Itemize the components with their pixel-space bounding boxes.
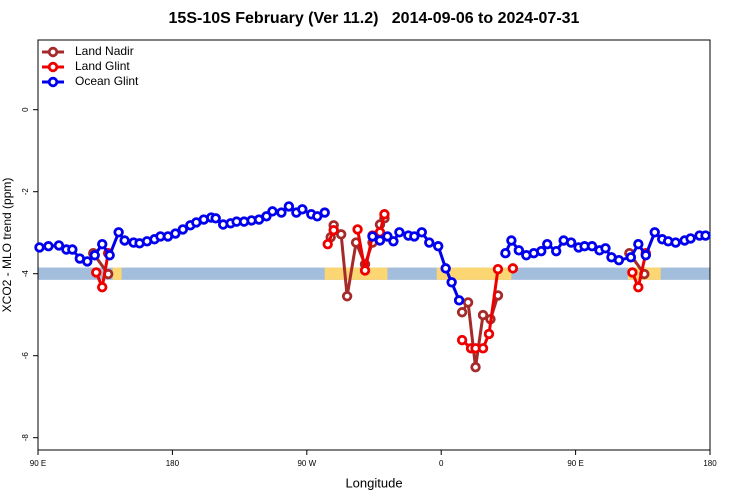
data-point [477, 343, 489, 354]
data-point [388, 236, 399, 247]
data-point [542, 238, 553, 250]
data-point [341, 291, 353, 302]
data-point [394, 227, 405, 238]
data-point [483, 328, 495, 340]
data-point [328, 225, 339, 236]
legend-marker [47, 76, 59, 88]
x-axis-label: Longitude [345, 475, 402, 490]
y-tick-label: -6 [21, 352, 30, 360]
land-band [436, 267, 512, 280]
data-point [536, 245, 547, 257]
data-point [446, 277, 457, 288]
data-point [297, 204, 308, 215]
data-point [89, 250, 100, 261]
land-band [112, 267, 122, 280]
data-point [113, 227, 124, 238]
data-point [462, 297, 474, 308]
data-point [43, 241, 54, 252]
data-point [34, 242, 45, 253]
y-tick-label: -2 [21, 188, 30, 196]
data-point [685, 233, 696, 244]
data-point [513, 245, 525, 256]
x-tick-label: 90 W [297, 459, 316, 468]
data-point [550, 245, 562, 257]
data-point [506, 235, 517, 246]
x-tick-label: 180 [703, 459, 717, 468]
data-point [500, 247, 511, 259]
data-point [97, 282, 108, 293]
data-point [210, 213, 221, 224]
x-tick-label: 0 [439, 459, 444, 468]
land-band [324, 267, 388, 280]
y-tick-label: -8 [21, 434, 30, 442]
data-point [453, 295, 465, 306]
legend-label: Land Glint [75, 59, 130, 73]
data-point [276, 207, 287, 218]
y-axis-label: XCO2 - MLO trend (ppm) [0, 178, 14, 313]
data-point [565, 237, 577, 248]
data-point [53, 240, 65, 251]
data-point [319, 207, 330, 218]
data-point [97, 238, 108, 250]
data-point [104, 250, 115, 261]
data-point [625, 252, 637, 263]
data-point [633, 282, 644, 293]
data-point [433, 241, 444, 252]
data-point [352, 224, 363, 235]
data-point [177, 224, 189, 235]
data-point [627, 267, 638, 278]
data-point [700, 230, 711, 241]
x-tick-label: 90 E [567, 459, 583, 468]
data-point [267, 206, 278, 217]
data-point [640, 250, 651, 261]
data-point [613, 254, 625, 266]
data-point [322, 238, 333, 250]
data-point [170, 228, 181, 239]
data-point [586, 241, 598, 252]
data-point [649, 227, 660, 238]
data-point [312, 211, 323, 222]
x-tick-label: 90 E [30, 459, 46, 468]
data-point [119, 235, 130, 246]
data-point [470, 361, 481, 373]
legend-marker [47, 61, 59, 73]
data-point [600, 243, 611, 254]
data-point [477, 309, 489, 321]
y-tick-label: -4 [21, 270, 30, 278]
data-point [670, 237, 681, 248]
data-point [82, 256, 93, 267]
legend-label: Ocean Glint [75, 74, 139, 88]
x-tick-label: 180 [166, 459, 180, 468]
data-point [67, 244, 78, 255]
data-point [367, 231, 378, 242]
data-point [424, 237, 435, 248]
data-point [440, 263, 451, 274]
data-point [492, 263, 504, 275]
data-point [409, 231, 420, 242]
data-point [359, 265, 371, 276]
data-point [374, 235, 386, 246]
data-point [91, 267, 102, 278]
data-point [335, 229, 347, 240]
data-point [507, 263, 519, 274]
y-tick-label: 0 [21, 107, 30, 112]
data-point [456, 334, 468, 346]
data-point [633, 238, 644, 250]
chart-title: 15S-10S February (Ver 11.2) 2014-09-06 t… [169, 10, 580, 27]
data-point [456, 307, 468, 318]
data-point [416, 227, 427, 238]
data-point [379, 209, 390, 220]
legend-marker [47, 46, 59, 58]
legend-label: Land Nadir [75, 44, 134, 58]
data-point [283, 201, 295, 212]
